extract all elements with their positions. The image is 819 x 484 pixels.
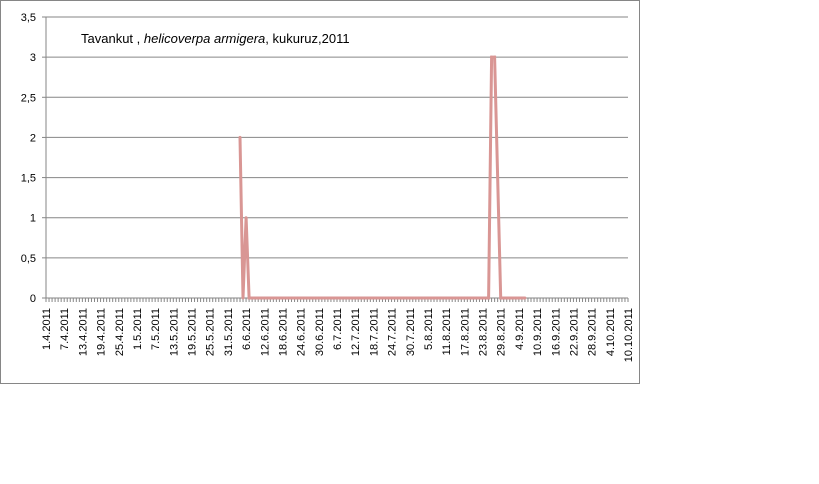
- y-tick-label: 0: [30, 293, 36, 305]
- x-tick-label: 23.8.2011: [478, 308, 490, 356]
- data-point: [499, 296, 503, 300]
- line-chart: 0 0,5 1 1,5 2 2,5 3 3,5 1.4.2011 7.4.2011 13.4.20…: [21, 12, 635, 362]
- data-point: [238, 135, 242, 139]
- x-tick-label: 22.9.2011: [568, 308, 580, 356]
- chart-title-part: , kukuruz,2011: [265, 31, 349, 46]
- x-tick-label: 19.5.2011: [187, 308, 199, 356]
- y-tick-label: 2,5: [21, 92, 36, 104]
- x-tick-label: 5.8.2011: [423, 308, 435, 350]
- x-tick-label: 25.4.2011: [114, 308, 126, 356]
- y-tick-label: 1,5: [21, 173, 36, 185]
- x-tick-label: 12.7.2011: [350, 308, 362, 356]
- data-point: [493, 55, 497, 59]
- data-point: [426, 296, 430, 300]
- y-tick-label: 1: [30, 213, 36, 225]
- x-tick-label: 24.7.2011: [387, 308, 399, 356]
- data-point: [490, 55, 494, 59]
- x-tick-label: 30.6.2011: [314, 308, 326, 356]
- x-tick-label: 18.7.2011: [368, 308, 380, 356]
- data-point: [487, 296, 491, 300]
- x-tick-label: 13.4.2011: [77, 308, 89, 356]
- y-axis-ticks: 0 0,5 1 1,5 2 2,5 3 3,5: [21, 12, 36, 305]
- data-point: [377, 296, 381, 300]
- chart-title-part: helicoverpa armigera: [144, 31, 265, 46]
- x-tick-label: 10.10.2011: [623, 308, 635, 362]
- x-tick-label: 18.6.2011: [277, 308, 289, 356]
- x-axis-ticks: 1.4.2011 7.4.2011 13.4.2011 19.4.2011 25.4.2…: [41, 308, 635, 362]
- x-tick-label: 28.9.2011: [587, 308, 599, 356]
- x-tick-label: 24.6.2011: [296, 308, 308, 356]
- x-tick-label: 7.4.2011: [59, 308, 71, 350]
- series-layer: [238, 55, 527, 300]
- x-tick-label: 4.9.2011: [514, 308, 526, 350]
- x-tick-label: 6.6.2011: [241, 308, 253, 350]
- x-tick-label: 7.5.2011: [150, 308, 162, 350]
- x-tick-label: 13.5.2011: [168, 308, 180, 356]
- chart-title-part: Tavankut ,: [81, 31, 144, 46]
- data-point: [453, 296, 457, 300]
- y-tick-label: 3: [30, 52, 36, 64]
- data-point: [247, 296, 251, 300]
- y-tick-label: 0,5: [21, 253, 36, 265]
- x-tick-label: 29.8.2011: [496, 308, 508, 356]
- gridlines: [42, 16, 629, 302]
- data-point: [244, 216, 248, 220]
- x-tick-label: 17.8.2011: [459, 308, 471, 356]
- x-tick-label: 10.9.2011: [532, 308, 544, 356]
- x-tick-label: 12.6.2011: [259, 308, 271, 356]
- data-point: [341, 296, 345, 300]
- x-tick-label: 11.8.2011: [441, 308, 453, 355]
- x-tick-label: 4.10.2011: [605, 308, 617, 356]
- x-tick-label: 25.5.2011: [205, 308, 217, 356]
- y-tick-label: 3,5: [21, 12, 36, 24]
- x-tick-label: 30.7.2011: [405, 308, 417, 356]
- chart-frame: 0 0,5 1 1,5 2 2,5 3 3,5 1.4.2011 7.4.2011 13.4.20…: [0, 0, 640, 384]
- x-tick-label: 6.7.2011: [332, 308, 344, 350]
- y-tick-label: 2: [30, 132, 36, 144]
- x-tick-label: 1.4.2011: [41, 308, 53, 350]
- x-tick-label: 31.5.2011: [223, 308, 235, 356]
- chart-title: Tavankut , helicoverpa armigera, kukuruz…: [81, 31, 350, 46]
- data-point: [241, 296, 245, 300]
- data-point: [402, 296, 406, 300]
- data-point: [523, 296, 527, 300]
- x-tick-label: 16.9.2011: [550, 308, 562, 356]
- x-tick-label: 19.4.2011: [96, 308, 108, 356]
- x-tick-label: 1.5.2011: [132, 308, 144, 350]
